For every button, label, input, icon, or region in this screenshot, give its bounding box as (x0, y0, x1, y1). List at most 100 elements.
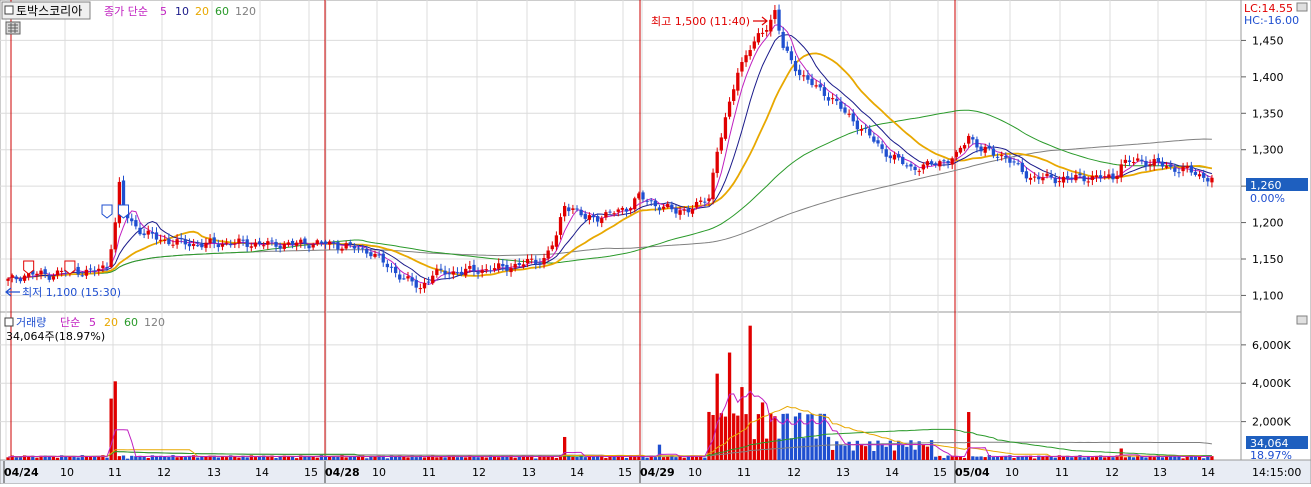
volume-bar (402, 456, 406, 460)
candle-body (377, 254, 381, 256)
candle-body (711, 172, 715, 200)
day-label: 04/29 (640, 466, 675, 479)
volume-bar (752, 439, 756, 460)
volume-bar (340, 455, 344, 460)
candle-body (18, 278, 23, 282)
volume-bar (880, 444, 884, 460)
volume-bar (1082, 457, 1086, 460)
volume-bar (414, 457, 418, 460)
volume-bar (558, 455, 563, 460)
stock-name-box[interactable] (1, 1, 91, 20)
volume-bar (315, 457, 319, 460)
candle-body (191, 243, 196, 247)
volume-bar (789, 438, 794, 460)
candle-body (167, 238, 171, 245)
candle-body (393, 266, 398, 274)
volume-bar (517, 456, 521, 460)
volume-bar (241, 455, 245, 460)
candle-body (117, 181, 122, 224)
hour-label: 15 (304, 466, 318, 479)
volume-bar (80, 455, 84, 460)
candle-body (130, 218, 134, 222)
candle-body (262, 245, 266, 247)
volume-bar (612, 456, 616, 460)
volume-bar (822, 413, 827, 460)
candle-body (389, 266, 394, 268)
candle-body (983, 146, 987, 153)
volume-bar (208, 455, 212, 460)
volume-bar (1061, 456, 1066, 460)
candle-body (1107, 174, 1111, 178)
volume-bar (286, 456, 291, 460)
candle-body (76, 266, 80, 275)
volume-pane-minimize-button[interactable] (1296, 315, 1308, 325)
volume-bar (229, 455, 233, 460)
candle-body (942, 160, 946, 162)
volume-bar (851, 450, 855, 460)
candle-body (1053, 177, 1057, 184)
candle-body (954, 152, 958, 157)
candle-body (1193, 171, 1198, 175)
price-tick-label: 1,450 (1252, 34, 1284, 47)
candle-body (1094, 175, 1099, 178)
candle-body (637, 193, 641, 199)
grid-toggle-glyph (8, 23, 18, 33)
ma5-legend: 5 (160, 5, 167, 18)
hour-label: 12 (787, 466, 801, 479)
price-tick-label: 1,350 (1252, 107, 1284, 120)
candle-body (987, 145, 991, 149)
candle-body (616, 209, 620, 212)
candle-body (492, 268, 497, 270)
max-annotation: 최고 1,500 (11:40) (651, 15, 750, 28)
volume-bar (163, 456, 167, 460)
ma20-legend: 20 (195, 5, 209, 18)
candle-body (913, 166, 917, 170)
checkbox-icon[interactable] (4, 5, 14, 15)
volume-bar (76, 457, 80, 460)
candle-body (1111, 173, 1115, 180)
candle-body (158, 239, 163, 241)
current-volume-badge (1246, 436, 1308, 449)
candle-body (876, 140, 880, 144)
candle-body (439, 268, 443, 270)
volume-bar (1070, 457, 1074, 460)
candle-body (934, 163, 938, 165)
volume-bar (1119, 448, 1123, 460)
volume-bar (274, 458, 278, 460)
volume-bar (134, 456, 138, 460)
candle-body (1008, 158, 1012, 163)
sell-signal-icon (118, 204, 130, 219)
candle-body (661, 206, 666, 209)
volume-bar (1041, 456, 1045, 460)
hour-label: 14 (885, 466, 899, 479)
volume-bar (377, 455, 381, 460)
volume-bar (814, 438, 818, 460)
candle-body (703, 201, 707, 203)
volume-bar (859, 444, 864, 460)
hour-label: 10 (60, 466, 74, 479)
volume-bar (55, 457, 60, 460)
volume-bar (1008, 455, 1012, 460)
volume-bar (719, 413, 723, 460)
candle-body (208, 238, 212, 244)
candle-body (1123, 159, 1128, 163)
volume-bar (464, 457, 468, 460)
volume-bar (1012, 457, 1016, 460)
volume-checkbox-icon[interactable] (4, 317, 14, 327)
price-pane-minimize-button[interactable] (1296, 2, 1308, 12)
volume-ma60-legend: 60 (124, 316, 138, 329)
volume-bar (196, 457, 200, 460)
candle-body (843, 107, 847, 113)
volume-bar (843, 445, 847, 460)
volume-bar (1206, 455, 1210, 460)
candle-body (657, 207, 662, 211)
volume-bar (323, 456, 328, 460)
ma60-line (7, 109, 1212, 280)
candle-body (1181, 166, 1185, 172)
candle-body (266, 241, 270, 245)
candle-body (678, 210, 682, 215)
price-tick-label: 1,300 (1252, 144, 1284, 157)
candle-body (785, 46, 789, 51)
